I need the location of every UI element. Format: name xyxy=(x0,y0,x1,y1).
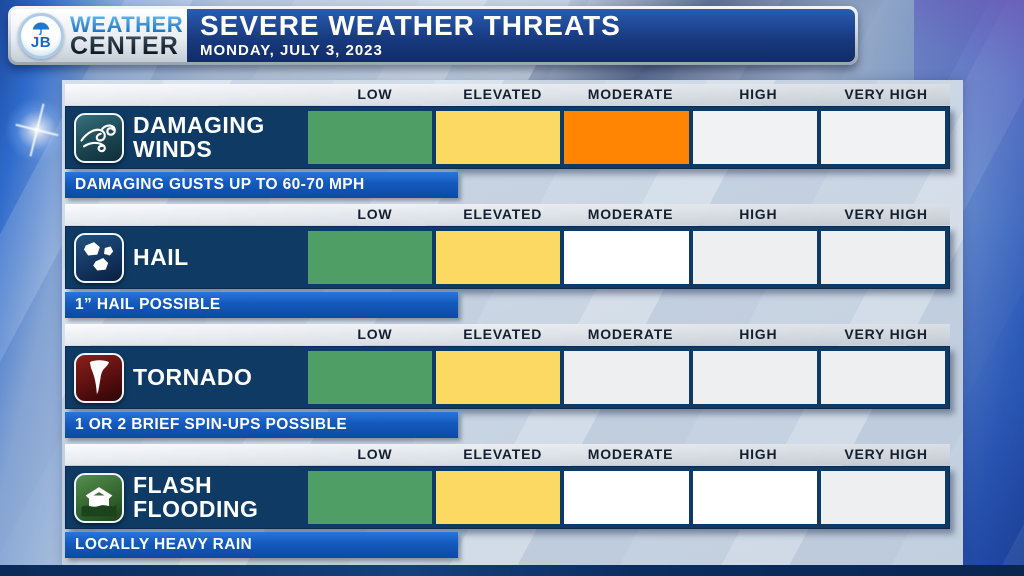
level-label: ELEVATED xyxy=(463,326,543,342)
threat-name: DAMAGING WINDS xyxy=(133,111,265,162)
threat-caption-text: 1 OR 2 BRIEF SPIN-UPS POSSIBLE xyxy=(75,416,348,433)
level-label: HIGH xyxy=(739,326,778,342)
level-label: VERY HIGH xyxy=(844,446,928,462)
cell-moderate xyxy=(564,351,689,404)
threat-caption-bar: 1” HAIL POSSIBLE xyxy=(65,292,458,318)
level-header-strip: LOW ELEVATED MODERATE HIGH VERY HIGH xyxy=(65,324,950,345)
threat-bar: FLASH FLOODING xyxy=(65,466,950,529)
threat-row-flash-flooding: LOW ELEVATED MODERATE HIGH VERY HIGH FLASH F… xyxy=(65,444,950,564)
level-label: LOW xyxy=(357,86,393,102)
cell-very-high xyxy=(820,111,946,164)
threat-name-line1: FLASH xyxy=(133,471,213,498)
level-label: ELEVATED xyxy=(463,86,543,102)
threat-rows: LOW ELEVATED MODERATE HIGH VERY HIGH DAMAGIN… xyxy=(65,84,963,564)
header-bar: JB WEATHER CENTER SEVERE WEATHER THREATS… xyxy=(8,6,858,65)
level-label: VERY HIGH xyxy=(844,326,928,342)
jb-logo-icon: JB xyxy=(18,12,64,59)
lower-edge-bar xyxy=(0,565,1024,576)
threat-caption-bar: 1 OR 2 BRIEF SPIN-UPS POSSIBLE xyxy=(65,412,458,438)
cell-high xyxy=(692,471,817,524)
lens-flare xyxy=(2,95,72,165)
level-label: MODERATE xyxy=(587,326,674,342)
threat-level-cells xyxy=(308,111,946,164)
level-label: LOW xyxy=(357,446,393,462)
cell-moderate xyxy=(564,471,689,524)
level-label: MODERATE xyxy=(587,446,674,462)
threat-bar: HAIL xyxy=(65,226,950,289)
threat-level-cells xyxy=(308,351,946,404)
threat-name-line1: HAIL xyxy=(133,243,189,270)
threat-caption-bar: DAMAGING GUSTS UP TO 60-70 MPH xyxy=(65,172,458,198)
threat-caption-text: LOCALLY HEAVY RAIN xyxy=(75,536,253,553)
level-label: LOW xyxy=(357,326,393,342)
brand-text: WEATHER CENTER xyxy=(70,13,183,58)
cell-high xyxy=(692,111,817,164)
threat-row-hail: LOW ELEVATED MODERATE HIGH VERY HIGH HAIL xyxy=(65,204,950,324)
threat-caption-text: 1” HAIL POSSIBLE xyxy=(75,296,221,313)
level-header-strip: LOW ELEVATED MODERATE HIGH VERY HIGH xyxy=(65,444,950,465)
cell-low xyxy=(308,231,433,284)
cell-very-high xyxy=(820,231,946,284)
threat-name: HAIL xyxy=(133,243,189,270)
cell-high xyxy=(692,231,817,284)
wind-icon xyxy=(74,112,124,163)
level-header-strip: LOW ELEVATED MODERATE HIGH VERY HIGH xyxy=(65,84,950,105)
cell-very-high xyxy=(820,351,946,404)
level-label: LOW xyxy=(357,206,393,222)
cell-very-high xyxy=(820,471,946,524)
brand-weather-label: WEATHER xyxy=(70,11,184,37)
threat-label-area: FLASH FLOODING xyxy=(70,471,308,524)
threat-caption-bar: LOCALLY HEAVY RAIN xyxy=(65,532,458,558)
level-label: VERY HIGH xyxy=(844,86,928,102)
threat-name-line1: DAMAGING xyxy=(133,111,265,138)
cell-moderate xyxy=(564,231,689,284)
threat-name: TORNADO xyxy=(133,363,253,390)
title-bar: SEVERE WEATHER THREATS MONDAY, JULY 3, 2… xyxy=(187,9,855,62)
cell-high xyxy=(692,351,817,404)
cell-elevated xyxy=(436,351,561,404)
threat-label-area: TORNADO xyxy=(70,351,308,404)
level-label: MODERATE xyxy=(587,86,674,102)
threat-row-tornado: LOW ELEVATED MODERATE HIGH VERY HIGH TORNADO xyxy=(65,324,950,444)
logo-initials: JB xyxy=(30,33,52,51)
cell-low xyxy=(308,111,433,164)
threat-bar: TORNADO xyxy=(65,346,950,409)
threat-name-line1: TORNADO xyxy=(133,363,253,390)
cell-moderate xyxy=(564,111,689,164)
page-title: SEVERE WEATHER THREATS xyxy=(200,10,621,41)
hail-icon xyxy=(74,232,124,283)
threat-bar: DAMAGING WINDS xyxy=(65,106,950,169)
umbrella-icon xyxy=(32,22,50,35)
level-label: ELEVATED xyxy=(463,206,543,222)
threat-label-area: HAIL xyxy=(70,231,308,284)
threat-level-cells xyxy=(308,471,946,524)
brand-center-label: CENTER xyxy=(70,34,183,59)
threat-label-area: DAMAGING WINDS xyxy=(70,111,308,164)
cell-low xyxy=(308,351,433,404)
date-subtitle: MONDAY, JULY 3, 2023 xyxy=(200,42,383,59)
threat-caption-text: DAMAGING GUSTS UP TO 60-70 MPH xyxy=(75,176,365,193)
tornado-icon xyxy=(74,352,124,403)
threat-name-line2: FLOODING xyxy=(133,495,259,522)
threat-row-damaging-winds: LOW ELEVATED MODERATE HIGH VERY HIGH DAMAGIN… xyxy=(65,84,950,204)
level-label: MODERATE xyxy=(587,206,674,222)
level-label: ELEVATED xyxy=(463,446,543,462)
station-logo: JB WEATHER CENTER xyxy=(11,9,187,62)
content-panel: LOW ELEVATED MODERATE HIGH VERY HIGH DAMAGIN… xyxy=(62,80,963,566)
level-label: HIGH xyxy=(739,446,778,462)
cell-elevated xyxy=(436,471,561,524)
threat-name-line2: WINDS xyxy=(133,135,213,162)
level-label: HIGH xyxy=(739,206,778,222)
level-header-strip: LOW ELEVATED MODERATE HIGH VERY HIGH xyxy=(65,204,950,225)
threat-level-cells xyxy=(308,231,946,284)
flood-icon xyxy=(74,472,124,523)
cell-elevated xyxy=(436,111,561,164)
cell-elevated xyxy=(436,231,561,284)
threat-name: FLASH FLOODING xyxy=(133,471,259,522)
cell-low xyxy=(308,471,433,524)
level-label: HIGH xyxy=(739,86,778,102)
level-label: VERY HIGH xyxy=(844,206,928,222)
